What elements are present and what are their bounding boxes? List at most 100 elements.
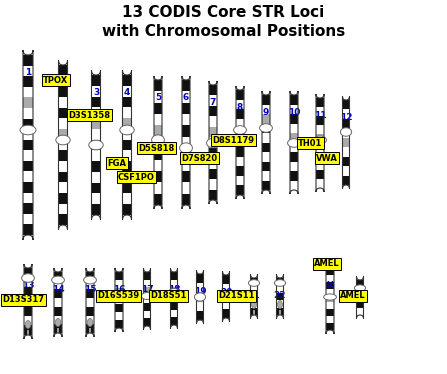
Bar [92, 75, 101, 86]
Text: D21S11: D21S11 [218, 291, 254, 300]
Bar [59, 172, 67, 183]
Bar [92, 172, 101, 183]
Bar [290, 142, 298, 152]
Bar [170, 295, 177, 302]
Bar [326, 295, 334, 303]
Bar [54, 272, 62, 281]
Bar [59, 65, 67, 76]
Text: 13: 13 [22, 281, 34, 290]
Bar [290, 95, 298, 104]
Bar [23, 55, 33, 65]
Text: 3: 3 [93, 88, 99, 97]
Bar [24, 268, 32, 278]
Bar [170, 272, 177, 280]
Text: 16: 16 [113, 285, 125, 294]
Ellipse shape [354, 285, 366, 291]
Bar [236, 147, 244, 157]
Text: FGA: FGA [107, 159, 126, 168]
Text: 13 CODIS Core STR Loci
with Chromosomal Positions: 13 CODIS Core STR Loci with Chromosomal … [102, 5, 345, 39]
Bar [59, 129, 67, 140]
Bar [170, 310, 177, 318]
Text: D3S1358: D3S1358 [68, 110, 110, 120]
Bar [122, 150, 131, 161]
Bar [27, 330, 29, 335]
Bar [342, 110, 350, 119]
Bar [24, 297, 32, 306]
Text: 11: 11 [314, 111, 326, 120]
Text: D13S317: D13S317 [2, 295, 44, 304]
Bar [342, 128, 350, 138]
Ellipse shape [234, 126, 246, 134]
Bar [326, 309, 334, 316]
Bar [154, 194, 162, 205]
Text: 14: 14 [52, 285, 64, 294]
Bar [115, 320, 123, 328]
Bar [209, 190, 217, 200]
Bar [236, 99, 244, 109]
Bar [209, 127, 217, 137]
Bar [122, 129, 131, 140]
Bar [23, 193, 33, 203]
Bar [316, 116, 324, 125]
Ellipse shape [152, 135, 164, 145]
Ellipse shape [207, 138, 219, 148]
Text: CSF1PO: CSF1PO [118, 172, 155, 181]
Bar [182, 125, 190, 137]
Bar [23, 150, 33, 161]
Bar [316, 125, 324, 134]
Bar [209, 95, 217, 106]
Bar [182, 171, 190, 182]
Bar [170, 287, 177, 295]
Bar [143, 295, 151, 303]
Bar [59, 108, 67, 118]
Bar [59, 193, 67, 204]
Text: 6: 6 [183, 93, 189, 102]
Text: 19: 19 [194, 287, 207, 296]
Ellipse shape [25, 321, 31, 328]
Bar [115, 272, 123, 280]
Bar [92, 86, 101, 96]
Bar [277, 278, 283, 285]
Bar [262, 152, 270, 162]
Bar [262, 171, 270, 181]
Bar [277, 307, 283, 315]
Text: 7: 7 [210, 98, 216, 107]
Bar [223, 309, 229, 318]
Bar [154, 182, 162, 194]
Text: 8: 8 [237, 103, 243, 112]
Bar [122, 107, 131, 118]
Bar [115, 288, 123, 296]
Bar [59, 118, 67, 129]
Bar [23, 76, 33, 87]
Bar [23, 161, 33, 171]
Bar [59, 214, 67, 225]
Bar [59, 183, 67, 193]
Ellipse shape [120, 125, 134, 135]
Bar [24, 316, 32, 325]
Bar [262, 181, 270, 190]
Bar [182, 80, 190, 91]
Bar [143, 310, 151, 318]
Bar [236, 157, 244, 166]
Bar [115, 304, 123, 312]
Bar [86, 289, 94, 298]
Text: AMEL: AMEL [314, 260, 340, 269]
Text: 9: 9 [263, 108, 269, 117]
Bar [154, 160, 162, 171]
Text: VWA: VWA [316, 153, 338, 162]
Ellipse shape [194, 293, 206, 301]
Bar [236, 128, 244, 138]
Ellipse shape [56, 135, 70, 145]
Bar [326, 303, 334, 309]
Bar [59, 150, 67, 161]
Text: TPOX: TPOX [43, 76, 68, 85]
Bar [262, 95, 270, 104]
Ellipse shape [55, 319, 61, 327]
Bar [290, 114, 298, 123]
Bar [23, 129, 33, 140]
Ellipse shape [341, 128, 352, 136]
Text: D8S1179: D8S1179 [212, 135, 254, 144]
Ellipse shape [220, 291, 232, 299]
Bar [154, 103, 162, 114]
Text: 2: 2 [60, 78, 66, 87]
